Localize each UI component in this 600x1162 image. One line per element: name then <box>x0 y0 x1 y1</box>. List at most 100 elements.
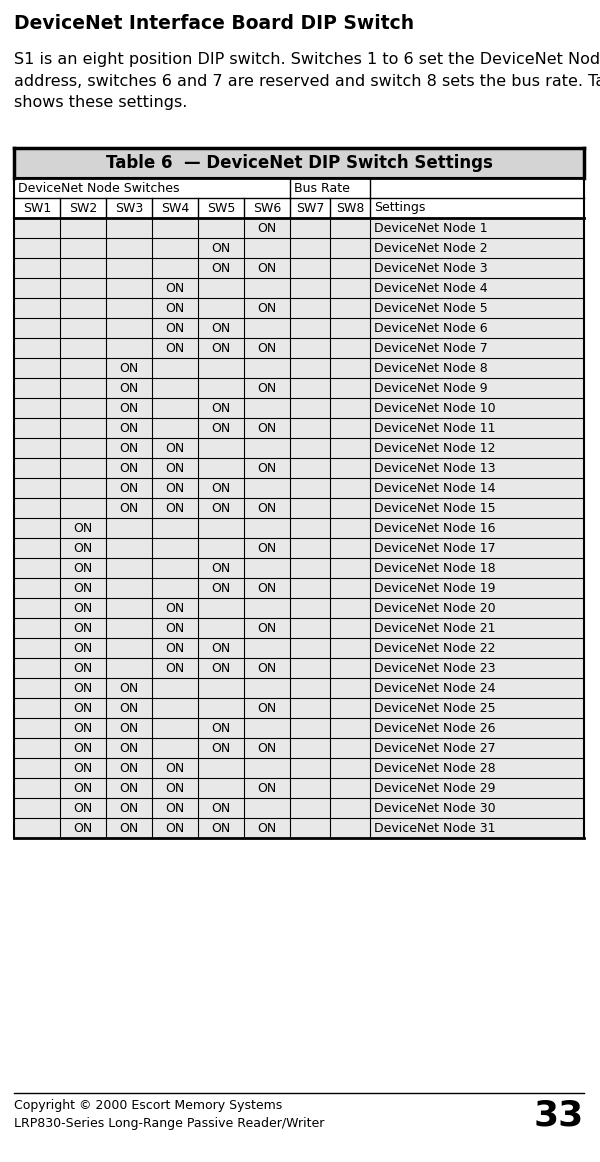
Bar <box>14 478 584 498</box>
Text: ON: ON <box>119 782 139 795</box>
Text: ON: ON <box>73 681 92 695</box>
Text: ON: ON <box>211 422 230 435</box>
Text: ON: ON <box>119 422 139 435</box>
Text: SW3: SW3 <box>115 201 143 215</box>
Text: SW4: SW4 <box>161 201 189 215</box>
Text: ON: ON <box>257 502 277 515</box>
Text: ON: ON <box>257 222 277 235</box>
Bar <box>14 758 584 779</box>
Text: ON: ON <box>257 581 277 595</box>
Bar <box>14 538 584 558</box>
Text: ON: ON <box>257 741 277 754</box>
Bar <box>14 238 584 258</box>
Text: DeviceNet Node 17: DeviceNet Node 17 <box>374 541 496 554</box>
Bar <box>14 148 584 178</box>
Text: ON: ON <box>119 481 139 495</box>
Text: ON: ON <box>166 661 185 674</box>
Text: ON: ON <box>211 741 230 754</box>
Text: ON: ON <box>73 741 92 754</box>
Text: ON: ON <box>73 641 92 654</box>
Text: ON: ON <box>73 622 92 634</box>
Text: ON: ON <box>257 261 277 274</box>
Bar <box>14 458 584 478</box>
Text: ON: ON <box>257 381 277 395</box>
Bar <box>14 738 584 758</box>
Text: SW5: SW5 <box>207 201 235 215</box>
Text: DeviceNet Node 24: DeviceNet Node 24 <box>374 681 496 695</box>
Text: DeviceNet Node 23: DeviceNet Node 23 <box>374 661 496 674</box>
Bar <box>14 818 584 838</box>
Text: Bus Rate: Bus Rate <box>294 181 350 194</box>
Text: DeviceNet Node 4: DeviceNet Node 4 <box>374 281 488 294</box>
Bar <box>14 518 584 538</box>
Text: DeviceNet Node 29: DeviceNet Node 29 <box>374 782 496 795</box>
Text: ON: ON <box>73 522 92 535</box>
Bar <box>14 779 584 798</box>
Text: ON: ON <box>119 761 139 775</box>
Text: ON: ON <box>73 541 92 554</box>
Text: DeviceNet Node 26: DeviceNet Node 26 <box>374 722 496 734</box>
Text: ON: ON <box>166 782 185 795</box>
Text: DeviceNet Node 22: DeviceNet Node 22 <box>374 641 496 654</box>
Bar <box>14 618 584 638</box>
Text: ON: ON <box>166 822 185 834</box>
Text: ON: ON <box>166 641 185 654</box>
Text: DeviceNet Node 18: DeviceNet Node 18 <box>374 561 496 574</box>
Bar <box>14 297 584 318</box>
Text: ON: ON <box>166 322 185 335</box>
Text: Copyright © 2000 Escort Memory Systems
LRP830-Series Long-Range Passive Reader/W: Copyright © 2000 Escort Memory Systems L… <box>14 1099 325 1129</box>
Text: ON: ON <box>211 342 230 354</box>
Text: ON: ON <box>257 422 277 435</box>
Text: DeviceNet Node 9: DeviceNet Node 9 <box>374 381 488 395</box>
Bar <box>14 318 584 338</box>
Bar <box>14 638 584 658</box>
Text: DeviceNet Node 15: DeviceNet Node 15 <box>374 502 496 515</box>
Text: ON: ON <box>119 442 139 454</box>
Bar <box>14 198 584 218</box>
Text: DeviceNet Node 19: DeviceNet Node 19 <box>374 581 496 595</box>
Text: ON: ON <box>166 622 185 634</box>
Text: DeviceNet Node 5: DeviceNet Node 5 <box>374 301 488 315</box>
Text: ON: ON <box>166 502 185 515</box>
Text: SW8: SW8 <box>336 201 364 215</box>
Text: ON: ON <box>119 381 139 395</box>
Text: SW7: SW7 <box>296 201 324 215</box>
Text: ON: ON <box>166 802 185 815</box>
Text: ON: ON <box>211 402 230 415</box>
Text: SW6: SW6 <box>253 201 281 215</box>
Bar <box>14 658 584 677</box>
Text: 33: 33 <box>534 1099 584 1133</box>
Text: DeviceNet Node 7: DeviceNet Node 7 <box>374 342 488 354</box>
Text: ON: ON <box>211 561 230 574</box>
Text: Table 6  — DeviceNet DIP Switch Settings: Table 6 — DeviceNet DIP Switch Settings <box>106 155 493 172</box>
Text: DeviceNet Node 10: DeviceNet Node 10 <box>374 402 496 415</box>
Text: ON: ON <box>211 261 230 274</box>
Text: ON: ON <box>257 301 277 315</box>
Text: ON: ON <box>257 342 277 354</box>
Text: ON: ON <box>166 301 185 315</box>
Text: ON: ON <box>211 322 230 335</box>
Text: ON: ON <box>73 581 92 595</box>
Text: ON: ON <box>257 661 277 674</box>
Text: DeviceNet Node 25: DeviceNet Node 25 <box>374 702 496 715</box>
Text: ON: ON <box>119 702 139 715</box>
Text: ON: ON <box>73 702 92 715</box>
Bar <box>14 498 584 518</box>
Text: ON: ON <box>73 602 92 615</box>
Bar <box>14 258 584 278</box>
Text: ON: ON <box>211 641 230 654</box>
Text: ON: ON <box>166 461 185 474</box>
Text: DeviceNet Node 21: DeviceNet Node 21 <box>374 622 496 634</box>
Text: DeviceNet Node Switches: DeviceNet Node Switches <box>18 181 179 194</box>
Text: ON: ON <box>73 561 92 574</box>
Bar <box>14 218 584 238</box>
Text: DeviceNet Node 1: DeviceNet Node 1 <box>374 222 488 235</box>
Bar <box>14 338 584 358</box>
Text: DeviceNet Node 2: DeviceNet Node 2 <box>374 242 488 254</box>
Text: DeviceNet Node 6: DeviceNet Node 6 <box>374 322 488 335</box>
Text: ON: ON <box>73 722 92 734</box>
Text: ON: ON <box>119 822 139 834</box>
Text: DeviceNet Node 3: DeviceNet Node 3 <box>374 261 488 274</box>
Text: ON: ON <box>166 342 185 354</box>
Bar <box>14 698 584 718</box>
